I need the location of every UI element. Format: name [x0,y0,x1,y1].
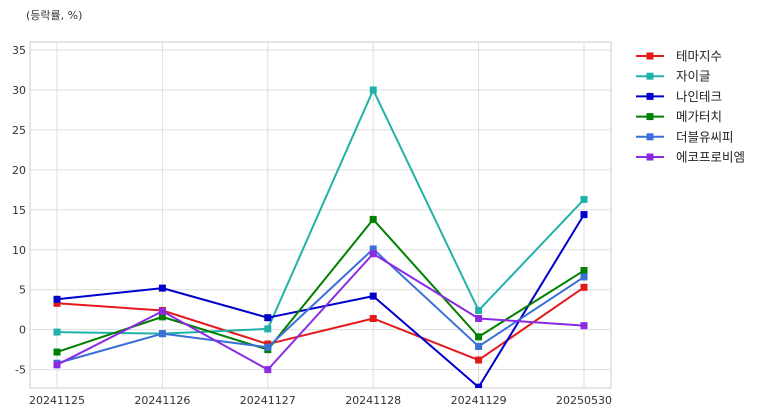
series-2 [53,86,588,338]
data-point [53,328,61,336]
data-point [580,267,588,275]
legend-item: 에코프로비엠 [636,150,745,165]
series-1 [53,283,588,364]
legend-label: 메가터치 [676,109,722,124]
data-point [53,299,61,307]
y-tick-label: 0 [19,324,26,337]
series-lines [53,86,588,388]
legend-marker [646,52,654,60]
legend-marker [646,153,654,161]
plot-frame [29,41,612,389]
data-point [475,356,483,364]
data-point [53,361,61,369]
data-point [158,307,166,315]
series-line [56,247,585,365]
legend-item: 메가터치 [636,109,722,124]
y-tick-label: 15 [12,204,26,217]
x-tick-label: 20241129 [451,394,507,407]
data-point [475,314,483,322]
unit-label: (등락률, %) [26,9,82,22]
legend-label: 에코프로비엠 [676,150,745,165]
legend-label: 나인테크 [676,89,722,104]
data-point [264,325,272,333]
data-point [475,383,483,388]
y-tick-label: 30 [12,84,26,97]
y-tick-label: 5 [19,284,26,297]
legend-marker [646,92,654,100]
data-point [369,245,377,253]
series-4 [53,215,588,356]
series-line [56,88,585,335]
data-point [580,322,588,330]
data-point [580,211,588,219]
data-point [158,330,166,338]
data-point [158,313,166,321]
series-line [56,286,585,362]
series-line [56,252,585,371]
legend-item: 나인테크 [636,89,722,104]
data-point [369,86,377,94]
x-tick-label: 20241127 [240,394,296,407]
legend-item: 더블유씨피 [636,129,734,144]
data-point [264,343,272,351]
data-point [264,314,272,322]
legend-marker [646,133,654,141]
data-point [475,333,483,341]
x-tick-label: 20241128 [345,394,401,407]
legend-label: 더블유씨피 [676,129,734,144]
series-line [56,214,585,388]
y-tick-label: 10 [12,244,26,257]
y-tick-label: -5 [15,364,26,377]
legend-marker [646,72,654,80]
data-point [369,314,377,322]
data-point [580,273,588,281]
data-point [580,283,588,291]
x-tick-label: 20250530 [556,394,612,407]
y-tick-label: 25 [12,124,26,137]
y-tick-label: 20 [12,164,26,177]
data-point [53,348,61,356]
data-point [369,215,377,223]
legend-label: 자이글 [676,69,711,84]
data-point [369,250,377,258]
axes: -5 0 5 10 15 20 25 30 35 20241125 20241126 20241127… [12,44,612,407]
data-point [264,366,272,374]
data-point [475,306,483,314]
legend-label: 테마지수 [676,49,722,64]
legend-marker [646,113,654,121]
data-point [475,342,483,350]
data-point [158,284,166,292]
data-point [369,292,377,300]
series-3 [53,211,588,388]
y-tick-label: 35 [12,44,26,57]
data-point [580,195,588,203]
series-line [56,218,585,353]
legend-item: 테마지수 [636,49,722,64]
x-tick-label: 20241125 [29,394,85,407]
grid [29,41,612,389]
x-tick-label: 20241126 [134,394,190,407]
series-6 [53,250,588,374]
data-point [53,295,61,303]
legend-item: 자이글 [636,69,711,84]
